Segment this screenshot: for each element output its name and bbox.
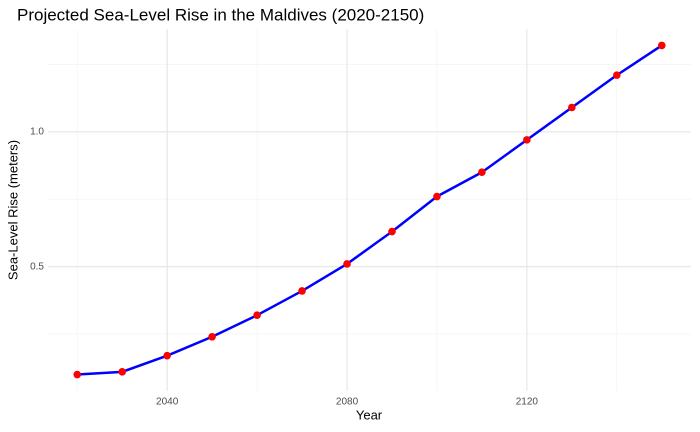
point	[118, 368, 126, 376]
point	[433, 192, 441, 201]
point	[568, 103, 576, 112]
point	[73, 370, 82, 379]
y-tick-label: 1.0	[30, 126, 44, 137]
line	[77, 44, 663, 376]
point	[343, 260, 351, 268]
point	[163, 351, 171, 360]
point	[478, 168, 486, 177]
y-axis-title: Sea-Level Rise (meters)	[5, 140, 20, 280]
chart-title: Projected Sea-Level Rise in the Maldives…	[17, 5, 424, 24]
x-tick-label: 2080	[336, 397, 359, 408]
point	[253, 311, 261, 320]
point	[208, 332, 216, 341]
point	[657, 41, 666, 50]
point	[298, 287, 306, 295]
x-tick-label: 2120	[516, 397, 539, 408]
x-tick-label: 2040	[156, 397, 179, 408]
y-tick-label: 0.5	[30, 261, 44, 272]
point	[613, 71, 621, 79]
point	[388, 227, 396, 236]
point	[523, 136, 531, 144]
x-axis-title: Year	[356, 407, 383, 422]
